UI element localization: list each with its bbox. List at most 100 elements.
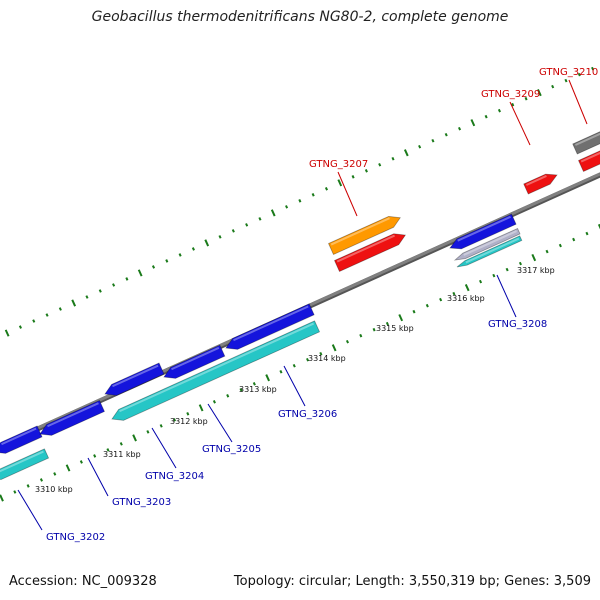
plus-strand-tick bbox=[564, 78, 568, 83]
minus-strand-tick bbox=[279, 369, 283, 374]
gene-arrow-3208-blue-highlight bbox=[457, 215, 511, 242]
minus-strand-tick bbox=[531, 253, 537, 262]
plus-strand-tick bbox=[285, 205, 289, 209]
minus-strand-tick bbox=[132, 434, 137, 442]
plus-strand-tick bbox=[191, 247, 195, 251]
gene-arrow-blue-5-highlight bbox=[233, 305, 309, 342]
gene-arrow-3208-blue[interactable] bbox=[449, 213, 517, 250]
gene-arrow-3207-red[interactable] bbox=[334, 233, 407, 272]
minus-strand-tick bbox=[212, 400, 216, 404]
minus-strand-tick bbox=[331, 344, 337, 352]
gene-arrow-cyan-1[interactable] bbox=[0, 448, 50, 480]
minus-strand-tick bbox=[39, 478, 43, 482]
gene-arrow-3208-gray-highlight bbox=[463, 230, 517, 256]
plus-strand-tick bbox=[204, 239, 210, 247]
minus-strand-tick bbox=[65, 464, 71, 472]
plus-strand-tick bbox=[258, 217, 262, 221]
minus-strand-tick bbox=[464, 284, 470, 292]
gene-label-gtng-3203[interactable]: GTNG_3203 bbox=[112, 497, 171, 508]
gene-arrow-blue-3-highlight bbox=[112, 364, 159, 388]
gene-arrow-blue-4[interactable] bbox=[163, 344, 226, 379]
minus-strand-tick bbox=[319, 351, 323, 356]
plus-strand-tick bbox=[112, 283, 116, 287]
scale-label-3310: 3310 kbp bbox=[35, 485, 73, 494]
plus-strand-tick bbox=[577, 72, 581, 77]
scale-label-3317: 3317 kbp bbox=[517, 266, 555, 275]
gene-arrow-cyan-1-highlight bbox=[0, 450, 44, 473]
gene-label-gtng-3208[interactable]: GTNG_3208 bbox=[488, 319, 547, 330]
genome-summary-text: Topology: circular; Length: 3,550,319 bp… bbox=[233, 574, 591, 589]
minus-strand-tick bbox=[106, 448, 110, 452]
plus-strand-tick bbox=[364, 169, 368, 173]
gene-label-gtng-3205[interactable]: GTNG_3205 bbox=[202, 444, 261, 455]
gene-label-gtng-3204[interactable]: GTNG_3204 bbox=[145, 471, 204, 482]
gene-arrow-3209-red[interactable] bbox=[523, 173, 558, 195]
plus-strand-tick bbox=[18, 325, 22, 329]
gene-arrow-cyan-2-highlight bbox=[119, 322, 314, 413]
gene-arrow-blue-5[interactable] bbox=[225, 303, 315, 350]
gene-arrow-3207-red-highlight bbox=[336, 234, 396, 263]
plus-strand-tick bbox=[337, 179, 343, 187]
minus-strand-tick bbox=[558, 243, 562, 248]
plus-strand-tick bbox=[497, 108, 501, 113]
gene-arrow-blue-1[interactable] bbox=[0, 425, 43, 454]
gene-arrow-3207-orange-highlight bbox=[330, 217, 390, 246]
minus-strand-tick bbox=[79, 460, 83, 464]
gene-label-gtng-3206[interactable]: GTNG_3206 bbox=[278, 409, 337, 420]
gene-arrow-cyan-2[interactable] bbox=[111, 320, 321, 421]
gene-leader-line bbox=[337, 171, 358, 217]
plus-strand-tick bbox=[470, 119, 476, 127]
plus-strand-tick bbox=[524, 96, 528, 101]
gene-leader-line bbox=[568, 79, 588, 125]
minus-strand-tick bbox=[345, 339, 350, 344]
minus-strand-tick bbox=[226, 394, 230, 398]
plus-strand-tick bbox=[537, 89, 542, 97]
plus-strand-tick bbox=[591, 66, 595, 71]
scale-label-3311: 3311 kbp bbox=[103, 450, 141, 459]
gene-leader-line bbox=[283, 365, 306, 407]
scale-label-3316: 3316 kbp bbox=[447, 294, 485, 303]
plus-strand-tick bbox=[458, 126, 462, 131]
minus-strand-tick bbox=[359, 333, 363, 338]
minus-strand-tick bbox=[585, 231, 589, 236]
gene-arrow-blue-2-highlight bbox=[47, 402, 99, 428]
gene-arrow-blue-1-highlight bbox=[1, 427, 37, 446]
minus-strand-tick bbox=[372, 327, 376, 332]
gene-label-gtng-3209[interactable]: GTNG_3209 bbox=[481, 89, 540, 100]
gene-arrow-3209-red-highlight bbox=[525, 175, 547, 186]
gene-arrow-3208-cyan-highlight bbox=[465, 237, 520, 264]
gene-arrow-blue-4-highlight bbox=[171, 346, 220, 371]
plus-strand-tick bbox=[245, 223, 249, 227]
gene-label-gtng-3202[interactable]: GTNG_3202 bbox=[46, 532, 105, 543]
plus-strand-tick bbox=[511, 102, 515, 107]
plus-strand-tick bbox=[4, 329, 10, 337]
plus-strand-tick bbox=[231, 229, 235, 233]
gene-arrow-blue-2[interactable] bbox=[39, 400, 105, 436]
gene-arrow-3208-cyan[interactable] bbox=[456, 235, 523, 268]
gene-arrow-3207-orange[interactable] bbox=[328, 215, 401, 255]
plus-strand-tick bbox=[32, 319, 36, 323]
plus-strand-tick bbox=[85, 295, 89, 299]
plus-strand-tick bbox=[178, 253, 182, 257]
minus-strand-tick bbox=[93, 454, 97, 458]
plus-strand-tick bbox=[218, 235, 222, 239]
scale-label-3312: 3312 kbp bbox=[170, 417, 208, 426]
gene-label-gtng-3210[interactable]: GTNG_3210 bbox=[539, 67, 598, 78]
gene-arrow-blue-3[interactable] bbox=[104, 362, 165, 396]
minus-strand-tick bbox=[492, 273, 496, 278]
plus-strand-tick bbox=[298, 199, 302, 203]
plus-strand-tick bbox=[431, 138, 435, 143]
map-title: Geobacillus thermodenitrificans NG80-2, … bbox=[91, 9, 509, 25]
gene-arrow-3210-gray[interactable] bbox=[572, 131, 600, 155]
minus-strand-tick bbox=[425, 303, 429, 308]
scale-label-3313: 3313 kbp bbox=[239, 385, 277, 394]
plus-strand-tick bbox=[270, 209, 276, 217]
minus-strand-tick bbox=[172, 418, 177, 422]
gene-arrow-3208-gray[interactable] bbox=[453, 227, 521, 261]
gene-label-gtng-3207[interactable]: GTNG_3207 bbox=[309, 159, 368, 170]
plus-strand-tick bbox=[311, 193, 315, 197]
gene-leader-line bbox=[496, 274, 517, 318]
minus-strand-tick bbox=[545, 249, 549, 254]
gene-arrow-3210-red[interactable] bbox=[578, 148, 600, 172]
